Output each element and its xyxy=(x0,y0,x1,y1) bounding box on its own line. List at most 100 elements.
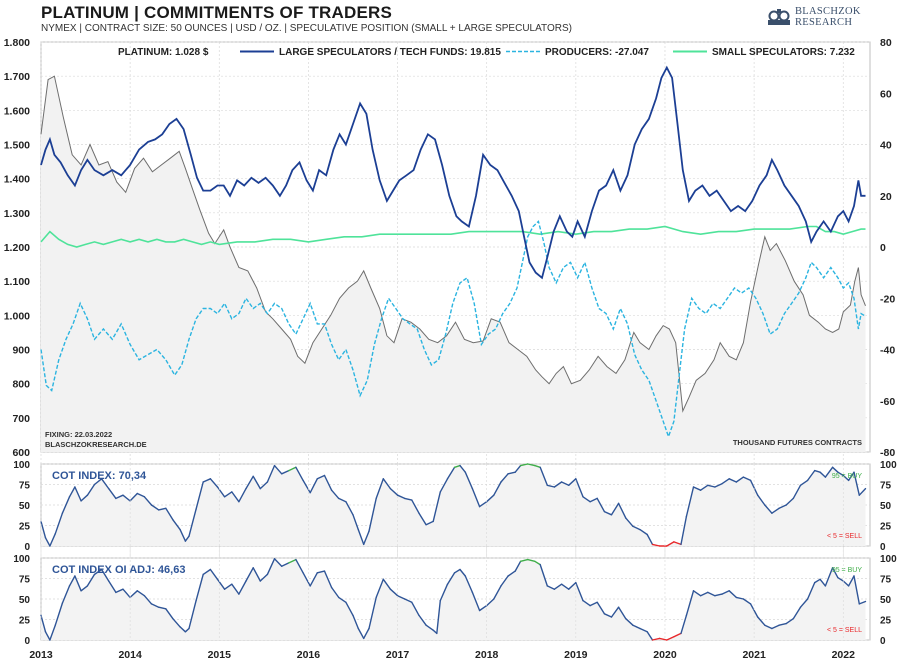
cot-line-segment xyxy=(853,471,860,496)
cot-line-segment xyxy=(252,567,261,582)
cot-line-segment xyxy=(527,558,536,562)
cot-line-segment xyxy=(100,568,110,582)
cot-line-segment xyxy=(714,483,723,488)
cot-line-segment xyxy=(527,463,536,467)
cot-line-segment xyxy=(439,583,449,602)
cot-line-segment xyxy=(666,541,675,547)
cot-left-tick: 100 xyxy=(13,460,30,471)
legend-large: LARGE SPECULATORS / TECH FUNDS: 19.815 xyxy=(279,47,501,58)
cot-line-segment xyxy=(223,491,233,498)
cot-line-segment xyxy=(646,533,654,546)
left-axis-tick: 1.100 xyxy=(4,276,30,288)
cot-line-segment xyxy=(352,614,359,630)
cot-line-segment xyxy=(603,613,613,618)
cot-line-segment xyxy=(68,486,76,498)
cot-right-tick: 75 xyxy=(880,575,892,586)
cot-line-segment xyxy=(188,599,197,630)
cot-line-segment xyxy=(692,486,702,491)
cot-line-segment xyxy=(54,512,64,535)
cot-line-segment xyxy=(507,471,516,475)
cot-line-segment xyxy=(80,494,89,502)
cot-line-segment xyxy=(617,606,627,620)
cot-line-segment xyxy=(425,624,434,631)
cot-line-segment xyxy=(735,596,745,600)
right-axis-tick: 40 xyxy=(880,140,892,152)
cot-line-segment xyxy=(418,614,427,626)
cot-line-segment xyxy=(785,497,794,506)
cot-line-segment xyxy=(799,598,809,608)
cot-line-segment xyxy=(68,575,76,587)
cot-line-segment xyxy=(288,466,297,472)
cot-line-segment xyxy=(534,560,541,566)
cot-line-segment xyxy=(617,502,627,519)
cot-line-segment xyxy=(259,573,269,582)
cot-line-segment xyxy=(382,578,392,590)
cot-line-segment xyxy=(666,636,675,641)
cot-left-tick: 100 xyxy=(13,554,30,565)
cot-label: COT INDEX OI ADJ: 46,63 xyxy=(52,564,185,576)
x-axis-year: 2017 xyxy=(386,649,410,661)
cot-line-segment xyxy=(842,474,850,482)
cot-left-tick: 0 xyxy=(24,636,30,647)
cot-line-segment xyxy=(107,580,117,594)
cot-line-segment xyxy=(259,481,269,490)
cot-sell-label: < 5 = SELL xyxy=(827,627,862,634)
cot-line-segment xyxy=(721,478,730,485)
cot-line-segment xyxy=(692,590,702,597)
cot-line-segment xyxy=(389,487,399,496)
cot-line-segment xyxy=(478,604,488,612)
cot-line-segment xyxy=(375,578,384,599)
cot-line-segment xyxy=(49,624,56,641)
right-axis-tick: -60 xyxy=(880,396,895,408)
cot-line-segment xyxy=(639,528,648,536)
cot-line-segment xyxy=(446,466,456,480)
cot-line-segment xyxy=(439,478,449,493)
right-axis-tick: 60 xyxy=(880,88,892,100)
cot-line-segment xyxy=(363,627,370,640)
cot-line-segment xyxy=(184,627,190,633)
cot-line-segment xyxy=(500,473,509,483)
cot-line-segment xyxy=(202,478,212,483)
cot-line-segment xyxy=(582,599,591,607)
x-axis-year: 2021 xyxy=(742,649,766,661)
cot-line-segment xyxy=(195,573,204,602)
cot-line-segment xyxy=(658,637,668,641)
cot-line-segment xyxy=(771,507,780,514)
cot-line-segment xyxy=(814,469,821,473)
cot-line-segment xyxy=(625,517,634,527)
cot-line-segment xyxy=(209,568,219,580)
cot-line-segment xyxy=(216,578,226,590)
cot-line-segment xyxy=(411,499,420,514)
series-line-price xyxy=(40,75,866,413)
legend-price: PLATINUM: 1.028 $ xyxy=(118,47,209,58)
cot-line-segment xyxy=(651,637,661,641)
cot-left-tick: 25 xyxy=(19,616,31,627)
cot-line-segment xyxy=(40,614,47,633)
cot-line-segment xyxy=(150,504,160,511)
cot-line-segment xyxy=(281,469,290,475)
cot-line-segment xyxy=(471,591,481,612)
cot-left-tick: 50 xyxy=(19,501,31,512)
note-units: THOUSAND FUTURES CONTRACTS xyxy=(733,438,862,447)
cot-line-segment xyxy=(639,627,648,633)
cot-line-segment xyxy=(858,487,867,496)
cot-area xyxy=(41,464,866,546)
cot-line-segment xyxy=(100,478,110,490)
cot-line-segment xyxy=(330,489,340,500)
cot-line-segment xyxy=(266,558,276,576)
cot-line-segment xyxy=(122,588,131,599)
cot-line-segment xyxy=(568,478,577,486)
cot-line-segment xyxy=(493,585,502,600)
cot-right-tick: 75 xyxy=(880,481,892,492)
cot-line-segment xyxy=(553,583,563,590)
cot-line-segment xyxy=(309,478,318,494)
cot-line-segment xyxy=(539,466,548,486)
cot-line-segment xyxy=(93,478,103,486)
left-axis-tick: 900 xyxy=(12,345,30,357)
cot-line-segment xyxy=(368,497,377,532)
left-axis-tick: 600 xyxy=(12,447,30,459)
cot-line-segment xyxy=(589,497,598,503)
cot-line-segment xyxy=(680,614,688,635)
cot-line-segment xyxy=(86,573,96,587)
cot-line-segment xyxy=(143,496,153,506)
